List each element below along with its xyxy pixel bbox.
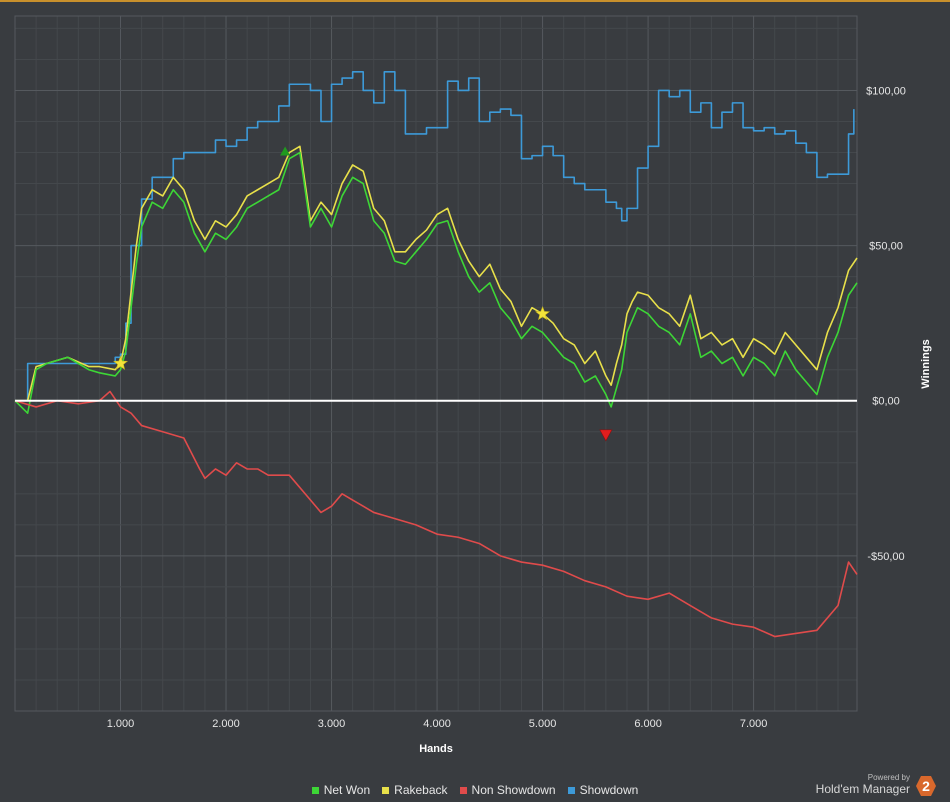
star-marker-icon <box>535 306 550 321</box>
x-tick-labels: 1.000 2.000 3.000 4.000 5.000 6.000 7.000 <box>107 718 768 730</box>
x-axis-title: Hands <box>419 743 453 755</box>
legend-item-showdown[interactable]: Showdown <box>567 783 639 797</box>
x-tick-label: 3.000 <box>318 718 346 730</box>
chart-legend: Net Won Rakeback Non Showdown Showdown <box>0 782 950 798</box>
x-tick-label: 5.000 <box>529 718 557 730</box>
hem-logo-icon: 2 <box>916 776 936 796</box>
x-tick-label: 6.000 <box>634 718 662 730</box>
legend-item-non-showdown[interactable]: Non Showdown <box>459 783 556 797</box>
grid <box>14 15 858 712</box>
plot-area <box>15 16 857 711</box>
net-won-series-line <box>14 151 858 414</box>
rakeback-series-line <box>15 145 858 402</box>
y-tick-label: $100,00 <box>866 85 906 97</box>
legend-label: Non Showdown <box>471 783 556 797</box>
showdown-series-line <box>15 71 855 402</box>
legend-item-rakeback[interactable]: Rakeback <box>382 783 448 797</box>
legend-label: Net Won <box>323 783 371 797</box>
x-tick-label: 4.000 <box>423 718 451 730</box>
y-tick-labels: $100,00 $50,00 $0,00 -$50,00 <box>866 85 906 562</box>
triangle-down-marker-icon <box>599 429 613 442</box>
non-showdown-series-line <box>14 390 858 638</box>
triangle-up-marker-icon <box>280 146 291 156</box>
powered-by-text: Powered by <box>867 773 910 783</box>
x-tick-label: 2.000 <box>212 718 240 730</box>
y-axis-title: Winnings <box>920 339 932 388</box>
rakeback-swatch-icon <box>382 786 390 794</box>
series-layer <box>14 71 858 638</box>
legend-item-net-won[interactable]: Net Won <box>311 783 371 797</box>
x-tick-label: 7.000 <box>740 718 768 730</box>
plot-border <box>14 15 858 712</box>
y-tick-label: -$50,00 <box>867 551 904 563</box>
y-tick-label: $50,00 <box>869 241 903 253</box>
brand-name: Hold'em Manager <box>815 781 910 796</box>
powered-by-brand: Powered by Hold'em Manager 2 <box>815 773 936 796</box>
legend-label: Rakeback <box>394 783 448 797</box>
non-showdown-swatch-icon <box>459 786 467 794</box>
net-won-swatch-icon <box>311 786 319 794</box>
showdown-swatch-icon <box>567 786 575 794</box>
window-top-accent <box>0 0 950 2</box>
legend-label: Showdown <box>579 783 639 797</box>
star-marker-icon <box>113 355 129 370</box>
y-tick-label: $0,00 <box>872 396 900 408</box>
x-tick-label: 1.000 <box>107 718 135 730</box>
winnings-chart: 1.000 2.000 3.000 4.000 5.000 6.000 7.000 $100… <box>14 15 932 755</box>
marker-layer <box>113 146 613 442</box>
